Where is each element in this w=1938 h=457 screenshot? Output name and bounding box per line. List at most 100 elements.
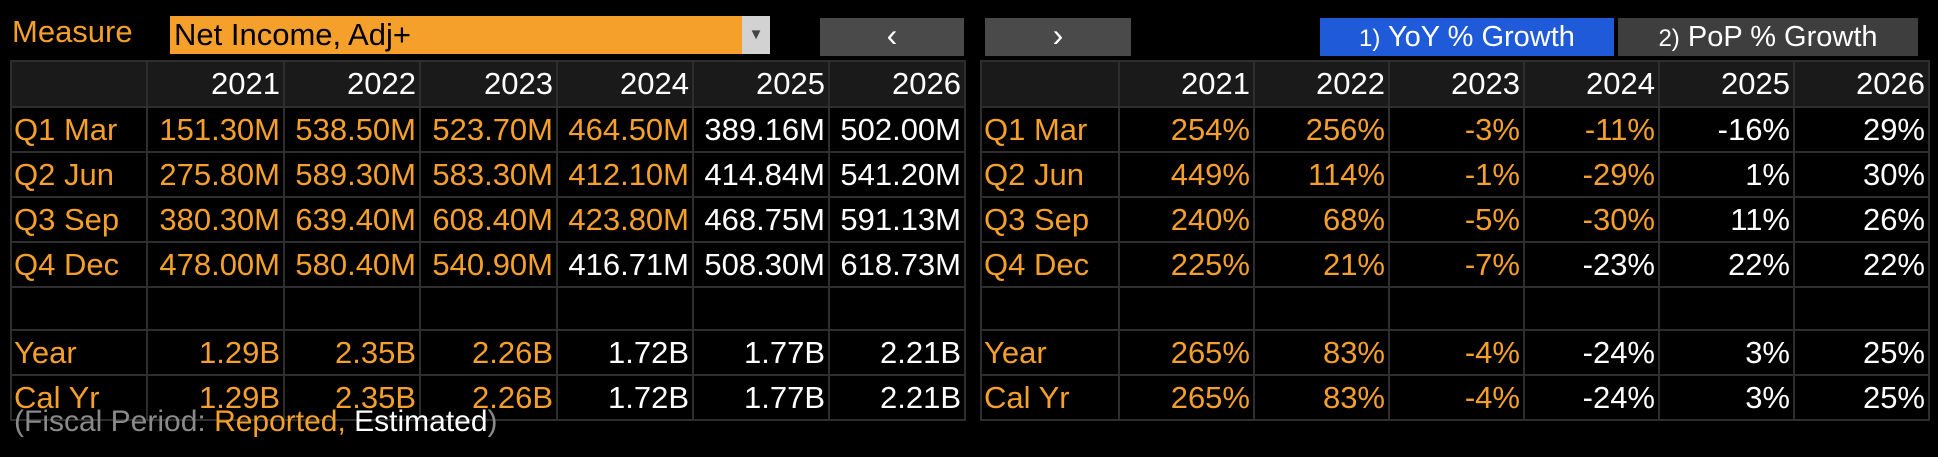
table-cell[interactable] <box>146 286 285 331</box>
table-cell[interactable]: 414.84M <box>692 151 830 198</box>
table-cell[interactable]: 3% <box>1658 374 1795 421</box>
table-cell[interactable]: 30% <box>1793 151 1930 198</box>
table-cell[interactable]: 538.50M <box>283 106 421 153</box>
table-cell[interactable]: 11% <box>1658 196 1795 243</box>
table-cell[interactable]: 29% <box>1793 106 1930 153</box>
table-cell[interactable]: 225% <box>1118 241 1255 288</box>
table-cell[interactable]: 449% <box>1118 151 1255 198</box>
table-cell[interactable]: 83% <box>1253 374 1390 421</box>
table-cell[interactable]: -7% <box>1388 241 1525 288</box>
table-cell[interactable]: 265% <box>1118 374 1255 421</box>
table-cell[interactable]: 478.00M <box>146 241 285 288</box>
table-cell[interactable]: -4% <box>1388 329 1525 376</box>
table-cell[interactable]: 1.72B <box>556 329 694 376</box>
table-cell[interactable]: 2.21B <box>828 329 966 376</box>
year-header: 2025 <box>1658 60 1795 108</box>
table-cell[interactable] <box>1253 286 1390 331</box>
table-cell[interactable]: 502.00M <box>828 106 966 153</box>
table-cell[interactable]: 3% <box>1658 329 1795 376</box>
table-cell[interactable] <box>419 286 558 331</box>
table-cell[interactable]: 540.90M <box>419 241 558 288</box>
table-cell[interactable]: -11% <box>1523 106 1660 153</box>
table-cell[interactable]: 589.30M <box>283 151 421 198</box>
table-cell[interactable]: 2.21B <box>828 374 966 421</box>
table-cell[interactable]: 1.77B <box>692 374 830 421</box>
table-cell[interactable]: 25% <box>1793 374 1930 421</box>
next-period-button[interactable]: › <box>985 18 1131 56</box>
table-cell[interactable] <box>828 286 966 331</box>
table-cell[interactable]: 412.10M <box>556 151 694 198</box>
table-cell[interactable]: 591.13M <box>828 196 966 243</box>
growth-table: 2021 2022 2023 2024 2025 2026 Q1 Mar 254% 256% -3… <box>980 60 1930 421</box>
table-cell[interactable]: 583.30M <box>419 151 558 198</box>
table-cell[interactable]: 639.40M <box>283 196 421 243</box>
table-cell[interactable] <box>1388 286 1525 331</box>
table-row: Q2 Jun 449% 114% -1% -29% 1% 30% <box>980 151 1930 198</box>
table-cell[interactable]: -24% <box>1523 329 1660 376</box>
table-cell[interactable]: -24% <box>1523 374 1660 421</box>
table-cell[interactable]: 508.30M <box>692 241 830 288</box>
table-cell[interactable]: 523.70M <box>419 106 558 153</box>
table-cell[interactable]: 151.30M <box>146 106 285 153</box>
table-cell[interactable]: 541.20M <box>828 151 966 198</box>
table-cell[interactable]: 1.77B <box>692 329 830 376</box>
spacer-row <box>980 286 1930 331</box>
table-cell[interactable]: 1.29B <box>146 374 285 421</box>
table-cell[interactable]: 68% <box>1253 196 1390 243</box>
table-cell[interactable]: -5% <box>1388 196 1525 243</box>
table-cell[interactable]: 1% <box>1658 151 1795 198</box>
measure-label: Measure <box>12 14 133 49</box>
table-cell[interactable] <box>1658 286 1795 331</box>
table-cell[interactable]: 389.16M <box>692 106 830 153</box>
table-cell[interactable]: 26% <box>1793 196 1930 243</box>
table-cell[interactable]: 240% <box>1118 196 1255 243</box>
prev-period-button[interactable]: ‹ <box>820 18 964 56</box>
table-cell[interactable]: 265% <box>1118 329 1255 376</box>
table-cell[interactable]: 423.80M <box>556 196 694 243</box>
row-label: Cal Yr <box>980 374 1120 421</box>
table-cell[interactable]: 254% <box>1118 106 1255 153</box>
table-cell[interactable]: -29% <box>1523 151 1660 198</box>
row-label: Q3 Sep <box>980 196 1120 243</box>
table-cell[interactable]: 114% <box>1253 151 1390 198</box>
table-cell[interactable]: -30% <box>1523 196 1660 243</box>
table-cell[interactable]: 83% <box>1253 329 1390 376</box>
table-cell[interactable] <box>283 286 421 331</box>
table-cell[interactable] <box>1793 286 1930 331</box>
table-cell[interactable] <box>692 286 830 331</box>
measure-dropdown[interactable]: Net Income, Adj+ <box>170 16 742 54</box>
table-cell[interactable]: 256% <box>1253 106 1390 153</box>
table-cell[interactable]: 2.35B <box>283 374 421 421</box>
table-cell[interactable]: 25% <box>1793 329 1930 376</box>
table-cell[interactable]: 2.26B <box>419 374 558 421</box>
table-cell[interactable] <box>1118 286 1255 331</box>
table-cell[interactable]: 1.29B <box>146 329 285 376</box>
table-cell[interactable]: 275.80M <box>146 151 285 198</box>
table-cell[interactable]: 22% <box>1793 241 1930 288</box>
table-cell[interactable]: 2.26B <box>419 329 558 376</box>
table-cell[interactable]: -3% <box>1388 106 1525 153</box>
table-cell[interactable]: -4% <box>1388 374 1525 421</box>
table-cell[interactable]: 464.50M <box>556 106 694 153</box>
table-cell[interactable]: 608.40M <box>419 196 558 243</box>
table-cell[interactable]: 468.75M <box>692 196 830 243</box>
tab-number: 1) <box>1359 25 1381 52</box>
tab-yoy-growth[interactable]: 1) YoY % Growth <box>1320 18 1614 56</box>
table-cell[interactable]: -1% <box>1388 151 1525 198</box>
table-cell[interactable]: 416.71M <box>556 241 694 288</box>
table-cell[interactable]: 580.40M <box>283 241 421 288</box>
table-cell[interactable]: 380.30M <box>146 196 285 243</box>
table-cell[interactable]: 618.73M <box>828 241 966 288</box>
table-cell[interactable] <box>1523 286 1660 331</box>
table-cell[interactable]: -23% <box>1523 241 1660 288</box>
table-cell[interactable]: 22% <box>1658 241 1795 288</box>
table-cell[interactable]: 2.35B <box>283 329 421 376</box>
row-label: Q2 Jun <box>10 151 148 198</box>
table-cell[interactable]: 21% <box>1253 241 1390 288</box>
table-cell[interactable]: -16% <box>1658 106 1795 153</box>
tab-pop-growth[interactable]: 2) PoP % Growth <box>1618 18 1918 56</box>
table-cell[interactable] <box>556 286 694 331</box>
chevron-down-icon[interactable]: ▼ <box>742 16 770 54</box>
table-cell[interactable]: 1.72B <box>556 374 694 421</box>
header-row: 2021 2022 2023 2024 2025 2026 <box>10 60 966 108</box>
